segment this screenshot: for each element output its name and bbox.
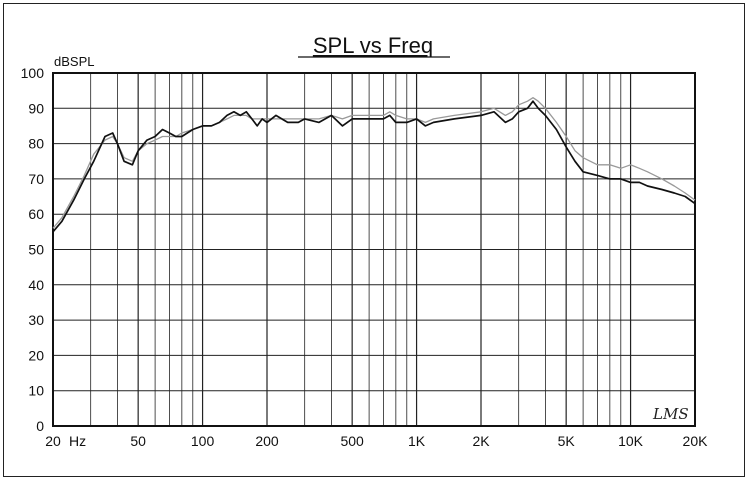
y-tick-label-60: 60: [28, 206, 44, 222]
y-tick-label-0: 0: [36, 418, 44, 434]
x-tick-label-10K: 10K: [618, 433, 644, 449]
x-tick-label-100: 100: [191, 433, 215, 449]
y-tick-label-20: 20: [28, 347, 44, 363]
series-group: [52, 97, 696, 233]
y-tick-labels: 0 10 20 30 40 50 60 70 80 90 100: [21, 65, 45, 434]
x-axis-unit-label: Hz: [69, 433, 86, 449]
x-tick-label-20: 20: [45, 433, 61, 449]
plot-area-border: [52, 72, 696, 427]
y-tick-label-90: 90: [28, 100, 44, 116]
x-tick-label-500: 500: [340, 433, 364, 449]
y-tick-label-80: 80: [28, 136, 44, 152]
grid: [52, 72, 696, 427]
y-tick-label-70: 70: [28, 171, 44, 187]
x-tick-label-50: 50: [130, 433, 146, 449]
series-line-1: [52, 100, 696, 233]
x-tick-label-200: 200: [255, 433, 279, 449]
chart-title: SPL vs Freq: [313, 33, 433, 58]
x-tick-label-5K: 5K: [558, 433, 576, 449]
series-line-2: [52, 97, 696, 229]
y-axis-label: dBSPL: [54, 54, 94, 69]
y-tick-label-50: 50: [28, 242, 44, 258]
signature-mark: LMS: [652, 405, 689, 423]
x-tick-labels: 20 50 100 200 500 1K 2K 5K 10K 20K: [45, 433, 708, 449]
y-tick-label-10: 10: [28, 383, 44, 399]
y-tick-label-40: 40: [28, 277, 44, 293]
x-tick-label-2K: 2K: [472, 433, 490, 449]
x-tick-label-20K: 20K: [683, 433, 709, 449]
y-tick-label-100: 100: [21, 65, 45, 81]
x-tick-label-1K: 1K: [408, 433, 426, 449]
y-tick-label-30: 30: [28, 312, 44, 328]
chart-frame: [3, 3, 745, 477]
